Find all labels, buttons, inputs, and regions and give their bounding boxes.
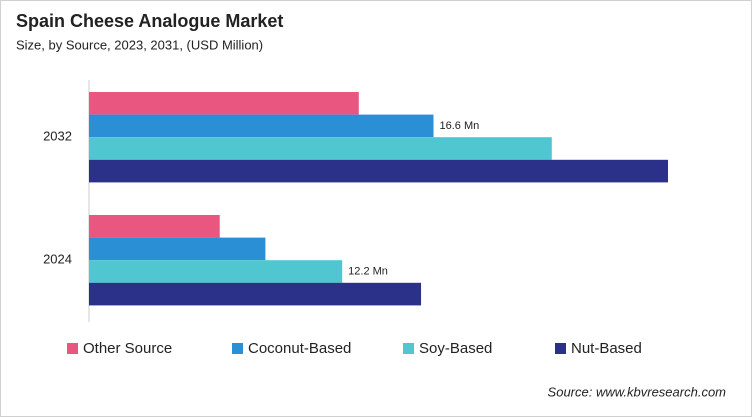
bar xyxy=(89,92,359,115)
legend-swatch xyxy=(67,343,78,354)
chart-title: Spain Cheese Analogue Market xyxy=(16,11,283,31)
legend-label: Soy-Based xyxy=(419,340,492,357)
bar xyxy=(89,137,552,160)
legend-swatch xyxy=(555,343,566,354)
value-label: 16.6 Mn xyxy=(439,120,479,132)
legend-label: Other Source xyxy=(83,340,172,357)
legend-label: Nut-Based xyxy=(571,340,642,357)
legend-swatch xyxy=(403,343,414,354)
bar xyxy=(89,260,343,283)
y-tick-label: 2024 xyxy=(43,252,72,267)
chart-subtitle: Size, by Source, 2023, 2031, (USD Millio… xyxy=(16,37,263,52)
bar xyxy=(89,114,434,138)
source: Source: www.kbvresearch.com xyxy=(548,384,727,399)
y-tick-label: 2032 xyxy=(43,129,72,144)
bar xyxy=(89,237,266,261)
bar xyxy=(89,159,668,183)
bar xyxy=(89,282,422,306)
legend-label: Coconut-Based xyxy=(248,340,351,357)
value-label: 12.2 Mn xyxy=(348,265,388,277)
legend-swatch xyxy=(232,343,243,354)
bar xyxy=(89,215,220,238)
